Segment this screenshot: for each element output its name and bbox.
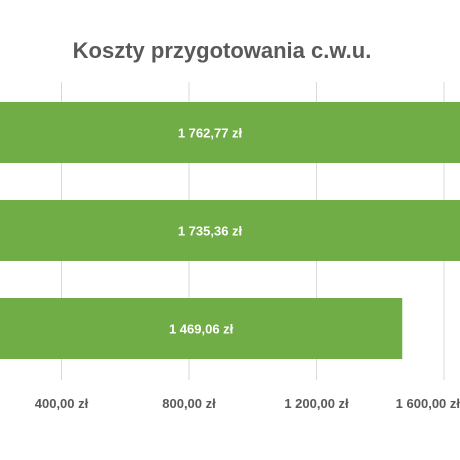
x-axis-ticks: 400,00 zł 800,00 zł 1 200,00 zł 1 600,00 zł <box>35 396 460 411</box>
x-tick-label: 1 600,00 zł <box>396 396 460 411</box>
x-tick-label: 1 200,00 zł <box>284 396 349 411</box>
chart-title: Koszty przygotowania c.w.u. <box>73 38 372 63</box>
data-label: 1 735,36 zł <box>178 224 243 239</box>
bar <box>0 200 460 261</box>
data-label: 1 469,06 zł <box>169 322 234 337</box>
x-tick-label: 400,00 zł <box>35 396 89 411</box>
x-tick-label: 800,00 zł <box>162 396 216 411</box>
bar <box>0 102 460 163</box>
bar <box>0 298 403 359</box>
data-label: 1 762,77 zł <box>178 126 243 141</box>
data-labels: 1 762,77 zł 1 735,36 zł 1 469,06 zł <box>169 126 243 337</box>
bars <box>0 102 460 359</box>
